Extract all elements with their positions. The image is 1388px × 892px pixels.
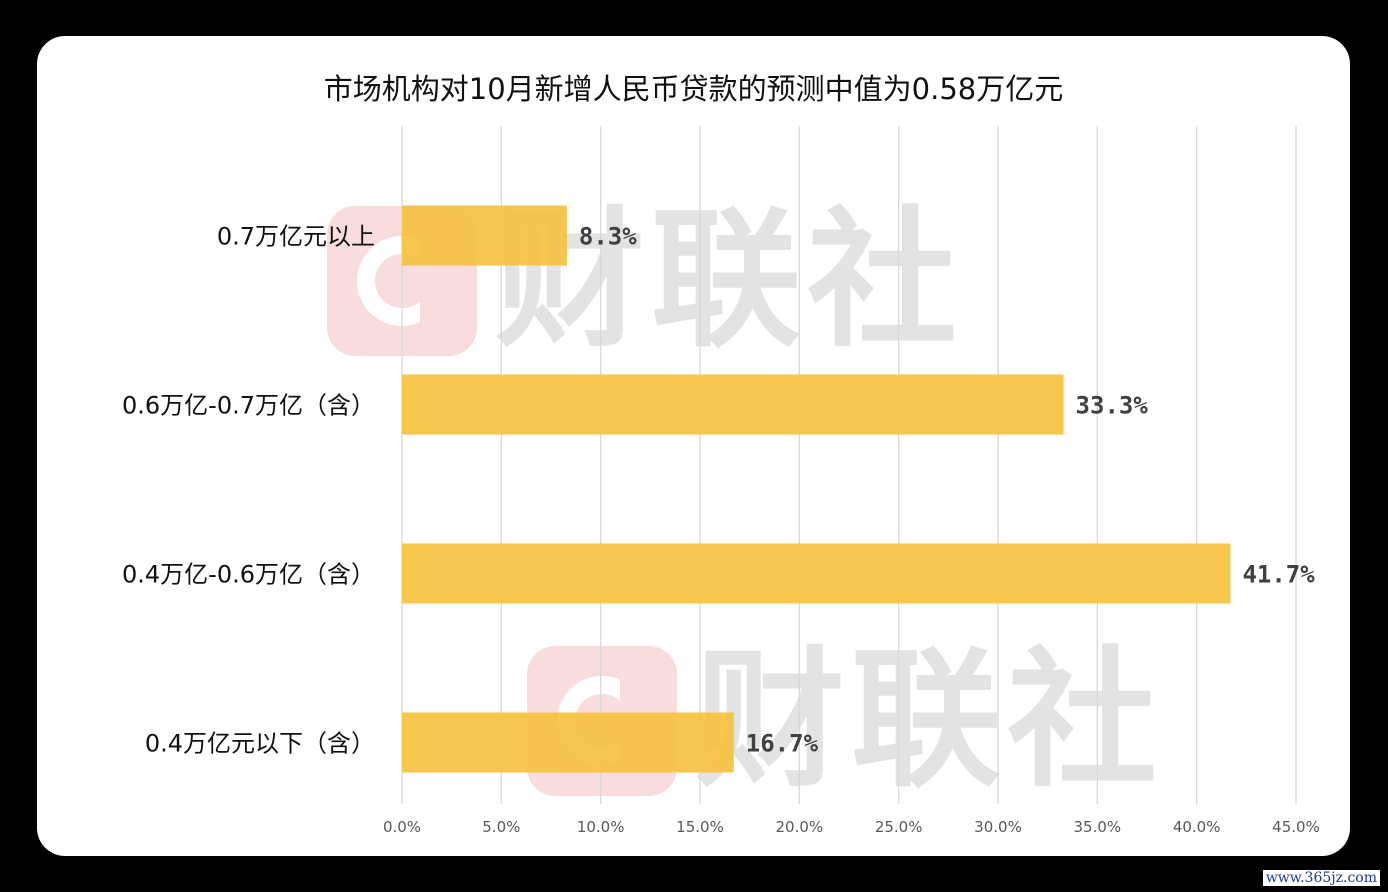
x-tick-label: 45.0%: [1272, 818, 1320, 836]
chart-title: 市场机构对10月新增人民币贷款的预测中值为0.58万亿元: [323, 72, 1064, 106]
x-tick-label: 35.0%: [1074, 818, 1122, 836]
x-tick-label: 15.0%: [676, 818, 724, 836]
chart-card: 市场机构对10月新增人民币贷款的预测中值为0.58万亿元 财联社 财联社 0.0…: [37, 36, 1350, 856]
bar: [402, 712, 734, 773]
x-tick-label: 20.0%: [776, 818, 824, 836]
category-label: 0.4万亿元以下（含）: [145, 730, 375, 758]
source-credit: www.365jz.com: [1262, 870, 1380, 886]
category-label: 0.4万亿-0.6万亿（含）: [122, 561, 375, 589]
data-label: 41.7%: [1242, 561, 1315, 589]
x-tick-label: 40.0%: [1173, 818, 1221, 836]
bar-chart-plot: 0.0% 5.0% 10.0% 15.0% 20.0% 25.0% 30.0% 35.0% 40…: [122, 126, 1320, 836]
x-tick-label: 10.0%: [577, 818, 625, 836]
x-tick-label: 5.0%: [482, 818, 520, 836]
x-tick-label: 25.0%: [875, 818, 923, 836]
x-tick-label: 30.0%: [974, 818, 1022, 836]
bar: [402, 374, 1064, 435]
data-label: 8.3%: [579, 223, 637, 251]
bar: [402, 205, 567, 266]
x-tick-label: 0.0%: [383, 818, 421, 836]
category-label: 0.6万亿-0.7万亿（含）: [122, 392, 375, 420]
bar: [402, 543, 1231, 604]
category-label: 0.7万亿元以上: [217, 223, 375, 251]
data-label: 16.7%: [746, 730, 819, 758]
data-label: 33.3%: [1076, 392, 1149, 420]
